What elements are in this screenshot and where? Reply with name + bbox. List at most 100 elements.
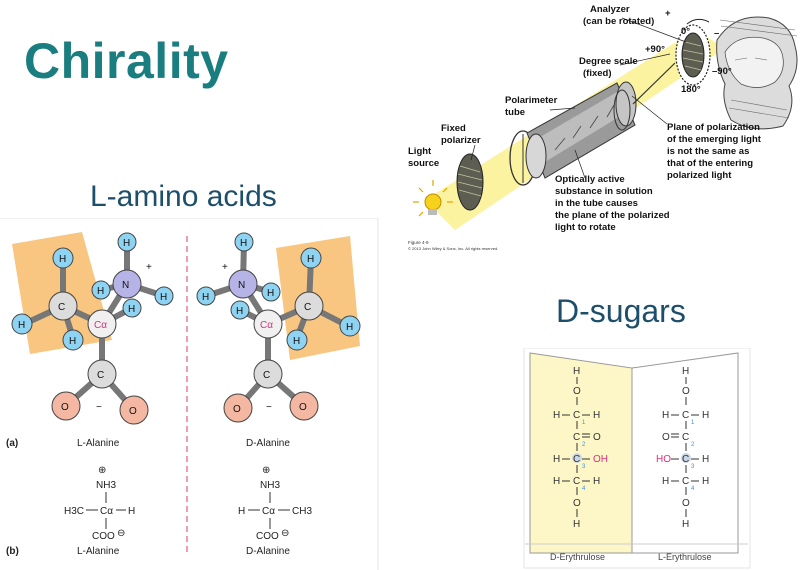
svg-text:H: H: [293, 336, 300, 347]
svg-text:H: H: [128, 506, 135, 517]
svg-text:H: H: [18, 320, 25, 331]
alanine-figure: C H H H N H H H H Cα C O O + − C H H H N…: [0, 218, 379, 570]
svg-text:N: N: [122, 280, 129, 291]
svg-text:O: O: [233, 404, 241, 415]
l-amino-acids-heading: L-amino acids: [90, 180, 277, 213]
svg-text:H: H: [593, 410, 600, 421]
analyzer-minus-sign: –: [714, 28, 719, 39]
svg-text:H: H: [702, 410, 709, 421]
svg-text:O: O: [593, 432, 601, 443]
svg-text:H: H: [682, 519, 689, 530]
analyzer-dial: [675, 18, 711, 86]
svg-text:C: C: [58, 302, 65, 313]
svg-text:H: H: [236, 306, 243, 317]
svg-text:C: C: [97, 370, 104, 381]
svg-text:−: −: [96, 402, 102, 413]
svg-text:H: H: [202, 292, 209, 303]
d-alanine-label-a: D-Alanine: [246, 438, 290, 449]
slide-title: Chirality: [24, 33, 229, 89]
light-source-label-line1: Light: [408, 146, 432, 157]
svg-text:NH3: NH3: [260, 480, 280, 491]
svg-text:Cα: Cα: [262, 506, 275, 517]
svg-text:H: H: [59, 254, 66, 265]
svg-text:C: C: [304, 302, 311, 313]
d-alanine-fischer-formula: ⊕ NH3 H Cα CH3 COO ⊖: [238, 465, 312, 542]
svg-text:C: C: [573, 410, 580, 421]
panel-b-label: (b): [6, 546, 19, 557]
svg-text:C: C: [573, 432, 580, 443]
svg-text:2: 2: [691, 442, 695, 448]
plane-of-polarization-text: Plane of polarization of the emerging li…: [667, 122, 764, 181]
l-alanine-3d-model: C H H H N H H H H Cα C O O + −: [11, 232, 174, 425]
degree-plus-90: +90°: [645, 44, 665, 55]
svg-text:3: 3: [582, 464, 586, 470]
emerging-light-plane: [613, 89, 631, 131]
svg-text:1: 1: [691, 420, 695, 426]
svg-text:⊖: ⊖: [117, 528, 125, 539]
svg-text:H: H: [702, 476, 709, 487]
svg-text:H: H: [662, 410, 669, 421]
degree-180: 180°: [681, 84, 701, 95]
light-bulb-icon: [413, 180, 453, 217]
polarimeter-tube: [525, 81, 637, 179]
svg-text:1: 1: [582, 420, 586, 426]
svg-text:3: 3: [691, 464, 695, 470]
svg-text:H: H: [240, 238, 247, 249]
svg-text:CH3: CH3: [292, 506, 312, 517]
svg-text:H: H: [128, 304, 135, 315]
svg-text:−: −: [266, 402, 272, 413]
svg-text:O: O: [129, 406, 137, 417]
svg-text:H: H: [346, 322, 353, 333]
l-erythrulose-structure: H O H C H 1 O C 2 HO C H 3 H C H 4 O H: [656, 366, 709, 530]
tube-label-line2: tube: [505, 107, 525, 118]
svg-text:H: H: [267, 288, 274, 299]
svg-text:O: O: [573, 386, 581, 397]
analyzer-plus-sign: +: [665, 8, 671, 19]
svg-text:4: 4: [582, 486, 586, 492]
svg-text:H: H: [573, 366, 580, 377]
svg-text:⊕: ⊕: [262, 465, 270, 476]
svg-text:H: H: [123, 238, 130, 249]
optically-active-text: Optically active substance in solution i…: [555, 174, 672, 233]
svg-text:H: H: [553, 476, 560, 487]
svg-text:H: H: [97, 286, 104, 297]
d-alanine-3d-model: C H H H N H H H H Cα C O O + −: [196, 232, 361, 423]
svg-text:O: O: [573, 498, 581, 509]
svg-text:C: C: [682, 410, 689, 421]
degree-scale-note: (fixed): [583, 68, 612, 79]
figure-number: Figure 4-9: [408, 240, 429, 245]
svg-text:O: O: [662, 432, 670, 443]
svg-text:Cα: Cα: [100, 506, 113, 517]
d-erythrulose-label: D-Erythrulose: [550, 552, 605, 562]
polarimeter-figure: Analyzer (can be rotated) + 0° +90° –90°…: [408, 4, 798, 251]
fixed-polarizer: [456, 153, 484, 211]
svg-text:COO: COO: [256, 531, 279, 542]
tube-label-line1: Polarimeter: [505, 95, 558, 106]
figure-copyright: © 2013 John Wiley & Sons, Inc. All right…: [408, 246, 498, 251]
erythrulose-figure: H O H C H 1 C O 2 H C OH 3 H C H 4 O H: [523, 348, 751, 569]
svg-text:H: H: [238, 506, 245, 517]
l-erythrulose-panel: [631, 352, 739, 554]
svg-text:H: H: [307, 254, 314, 265]
svg-text:C: C: [573, 454, 580, 465]
fixed-polarizer-label-line2: polarizer: [441, 135, 481, 146]
svg-text:H3C: H3C: [64, 506, 84, 517]
svg-text:HO: HO: [656, 454, 671, 465]
degree-minus-90: –90°: [712, 66, 732, 77]
svg-text:H: H: [573, 519, 580, 530]
svg-text:H: H: [160, 292, 167, 303]
svg-text:+: +: [146, 262, 152, 273]
analyzer-label: Analyzer: [590, 4, 630, 15]
svg-text:O: O: [299, 402, 307, 413]
svg-text:H: H: [69, 336, 76, 347]
d-erythrulose-structure: H O H C H 1 C O 2 H C OH 3 H C H 4 O H: [553, 366, 608, 530]
fixed-polarizer-label-line1: Fixed: [441, 123, 466, 134]
svg-text:COO: COO: [92, 531, 115, 542]
light-source-label-line2: source: [408, 158, 439, 169]
svg-text:C: C: [263, 370, 270, 381]
l-alanine-label-a: L-Alanine: [77, 438, 120, 449]
svg-text:Cα: Cα: [94, 320, 107, 331]
svg-text:⊕: ⊕: [98, 465, 106, 476]
d-erythrulose-panel: [529, 352, 633, 554]
svg-text:O: O: [682, 386, 690, 397]
